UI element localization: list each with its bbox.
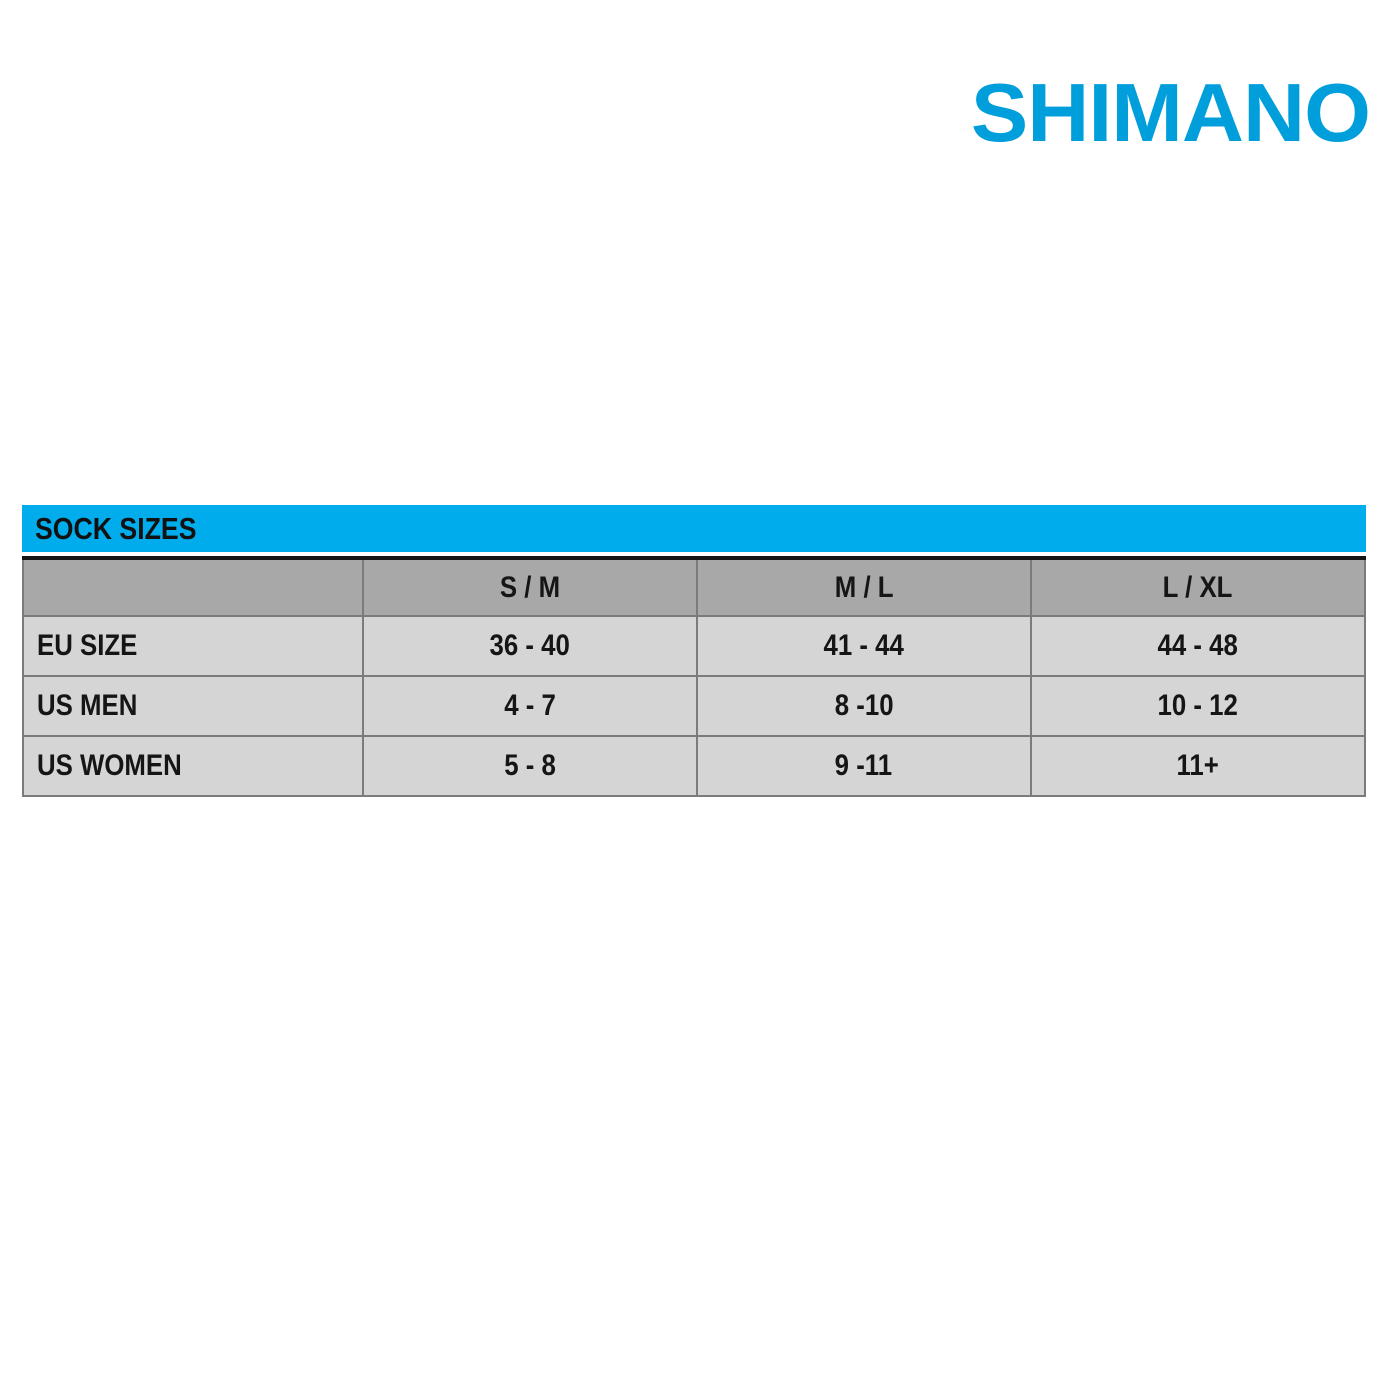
header-cell-ml: M / L — [695, 557, 1032, 617]
cell-usmen-ml: 8 -10 — [695, 675, 1032, 737]
cell-eu-ml: 41 - 44 — [695, 615, 1032, 677]
chart-title-bar: SOCK SIZES — [22, 505, 1366, 552]
header-row: S / M M / L L / XL — [22, 557, 1367, 617]
header-cell-sm: S / M — [361, 557, 698, 617]
size-table-header: S / M M / L L / XL — [22, 557, 1367, 617]
size-table: S / M M / L L / XL EU SIZE 36 - — [22, 556, 1367, 797]
cell-eu-sm: 36 - 40 — [361, 615, 698, 677]
shimano-logo: SHIMANO — [970, 67, 1371, 160]
cell-uswomen-ml: 9 -11 — [695, 735, 1032, 797]
table-row-us-men: US MEN 4 - 7 8 -10 10 - 12 — [22, 675, 1367, 737]
row-label-us-women: US WOMEN — [22, 735, 364, 797]
table-row-eu-size: EU SIZE 36 - 40 41 - 44 44 - 48 — [22, 615, 1367, 677]
row-label-eu-size: EU SIZE — [22, 615, 364, 677]
cell-usmen-sm: 4 - 7 — [361, 675, 698, 737]
size-table-body: EU SIZE 36 - 40 41 - 44 44 - 48 US MEN — [22, 615, 1367, 797]
chart-title: SOCK SIZES — [35, 510, 197, 546]
header-cell-lxl: L / XL — [1029, 557, 1367, 617]
cell-uswomen-lxl: 11+ — [1029, 735, 1367, 797]
sock-size-chart: SOCK SIZES S / M M / L L — [22, 505, 1367, 797]
table-row-us-women: US WOMEN 5 - 8 9 -11 11+ — [22, 735, 1367, 797]
header-cell-corner — [22, 557, 364, 617]
cell-usmen-lxl: 10 - 12 — [1029, 675, 1367, 737]
cell-uswomen-sm: 5 - 8 — [361, 735, 698, 797]
cell-eu-lxl: 44 - 48 — [1029, 615, 1367, 677]
row-label-us-men: US MEN — [22, 675, 364, 737]
